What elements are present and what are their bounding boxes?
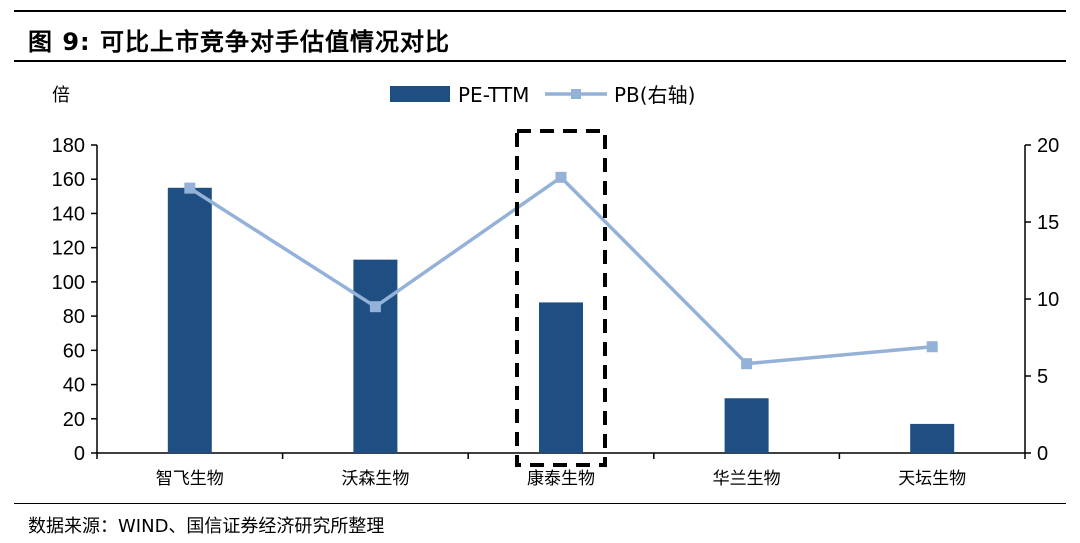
legend-pb-label: PB(右轴) <box>614 83 695 107</box>
right-axis: 0 5 10 15 20 <box>1024 135 1059 465</box>
left-axis: 0 20 40 60 80 100 120 140 160 180 <box>52 135 98 465</box>
pb-point <box>369 301 381 313</box>
x-category-label: 天坛生物 <box>898 469 966 489</box>
legend-pe-label: PE-TTM <box>458 83 529 107</box>
pe-bar <box>539 302 583 453</box>
x-category-label: 康泰生物 <box>527 469 595 489</box>
x-category-label: 华兰生物 <box>713 469 781 489</box>
left-tick-label: 140 <box>52 203 85 225</box>
left-tick-label: 160 <box>52 169 85 191</box>
left-tick-label: 180 <box>52 135 85 157</box>
pe-bar <box>353 259 398 453</box>
title-top-rule <box>14 10 1066 12</box>
left-tick-label: 80 <box>63 306 85 328</box>
left-tick-label: 40 <box>63 375 85 397</box>
left-tick-label: 100 <box>52 272 85 294</box>
legend-bar-swatch <box>390 86 450 102</box>
source-rule <box>14 503 1066 504</box>
right-tick-label: 0 <box>1037 443 1048 465</box>
right-tick-label: 15 <box>1037 212 1059 234</box>
left-tick-label: 60 <box>63 340 85 362</box>
legend-line-marker <box>571 89 581 99</box>
pe-bar <box>167 187 212 453</box>
highlight-dashed-rect <box>515 129 607 467</box>
pe-bar <box>910 423 955 453</box>
left-tick-label: 0 <box>74 443 85 465</box>
pb-point <box>926 341 938 353</box>
left-tick-label: 20 <box>63 409 85 431</box>
highlight-box <box>515 129 607 467</box>
pb-point <box>184 182 196 194</box>
left-tick-label: 120 <box>52 238 85 260</box>
title-bottom-rule <box>14 60 1066 62</box>
x-category-label: 沃森生物 <box>341 469 409 489</box>
figure-title: 图 9: 可比上市竞争对手估值情况对比 <box>28 28 451 56</box>
figure-title-bar: 图 9: 可比上市竞争对手估值情况对比 <box>0 0 1080 62</box>
right-tick-label: 20 <box>1037 135 1059 157</box>
pb-line <box>184 171 938 370</box>
right-tick-label: 5 <box>1037 366 1048 388</box>
pe-bars <box>167 187 955 453</box>
y-axis-unit-label: 倍 <box>52 85 70 106</box>
x-category-label: 智飞生物 <box>156 469 224 489</box>
pe-bar <box>724 398 769 453</box>
right-tick-label: 10 <box>1037 289 1059 311</box>
legend: PE-TTM PB(右轴) <box>390 83 695 107</box>
pb-point <box>555 171 567 183</box>
x-axis: 智飞生物 沃森生物 康泰生物 华兰生物 天坛生物 <box>96 452 1026 489</box>
pb-point <box>741 358 753 370</box>
source-note: 数据来源：WIND、国信证券经济研究所整理 <box>28 516 385 537</box>
